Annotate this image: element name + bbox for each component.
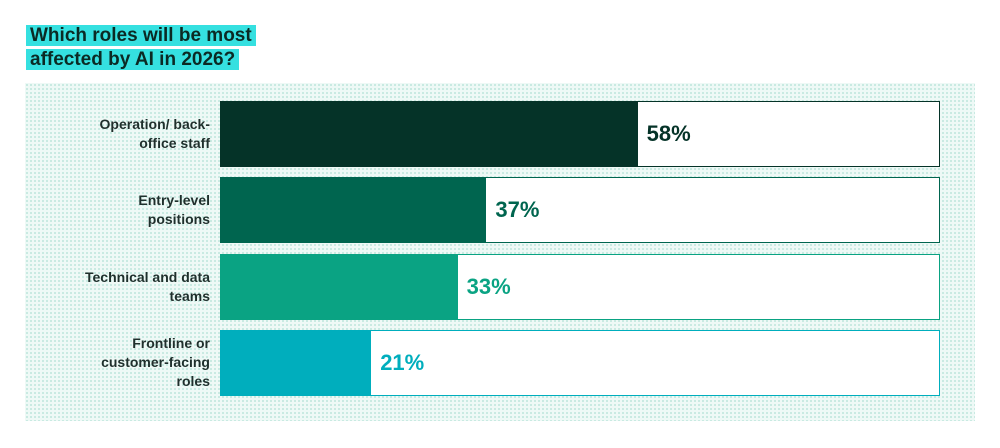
chart-title-box: Which roles will be most affected by AI … (26, 24, 301, 72)
bar (220, 253, 458, 320)
bar (220, 101, 638, 167)
category-label: Frontline or customer-facing roles (101, 335, 210, 390)
bar (220, 177, 487, 244)
category-label: Entry-level positions (138, 192, 210, 228)
value-label: 21% (380, 349, 425, 375)
category-label: Operation/ back-office staff (99, 116, 210, 151)
chart-title: Which roles will be most affected by AI … (26, 25, 256, 70)
value-label: 58% (646, 121, 691, 146)
category-label: Technical and data teams (85, 268, 210, 304)
value-label: 37% (495, 197, 540, 223)
value-label: 33% (466, 273, 511, 299)
bar (220, 329, 372, 396)
